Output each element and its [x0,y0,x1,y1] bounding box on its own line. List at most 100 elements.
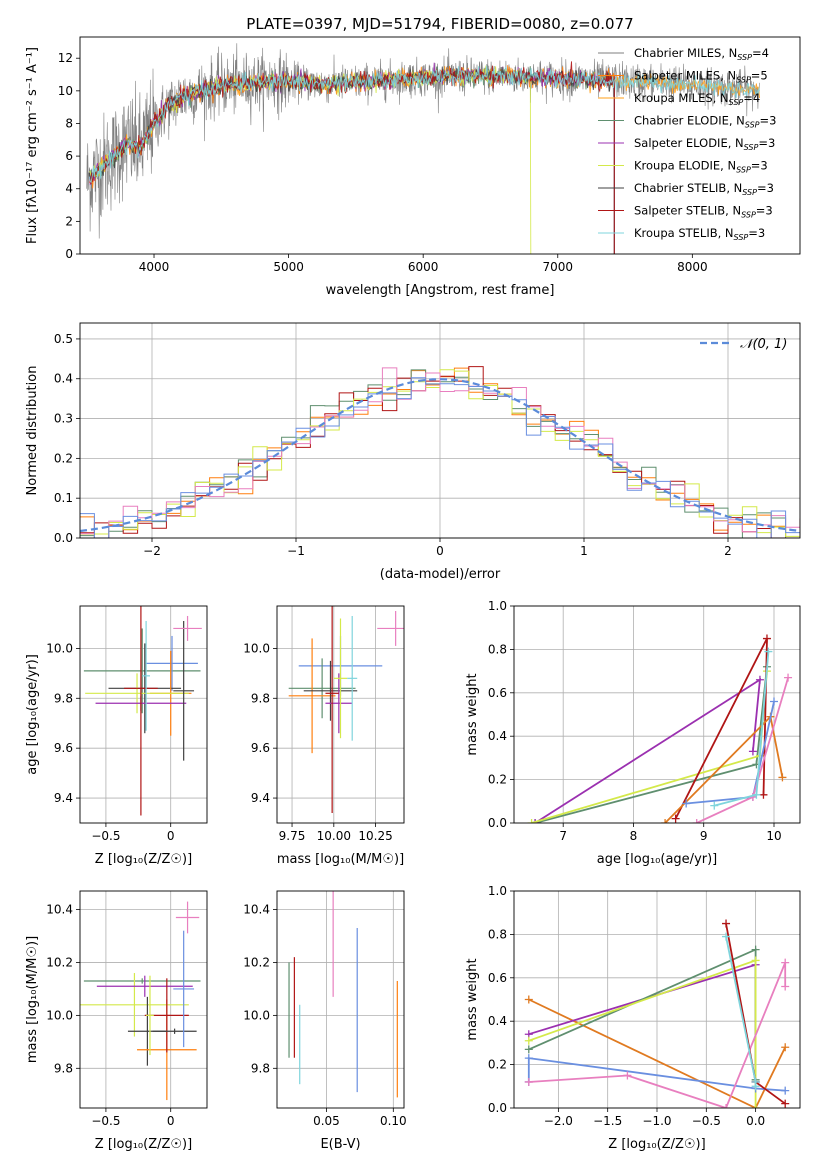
axes-frame [79,322,801,539]
histogram-steps [80,366,800,538]
weight-line [528,962,787,1108]
y-tick-label: 0.8 [488,642,507,656]
y-tick-label: 9.6 [251,741,270,755]
errorbar [80,973,189,1037]
weight-marker [524,1045,533,1054]
weight-line [534,678,761,823]
errorbar [96,975,193,997]
errorbar [173,615,202,641]
errorbar [288,658,356,719]
y-tick-label: 0.0 [54,531,73,545]
errorbars [80,901,201,1101]
x-axis-label: Z [log₁₀(Z/Z☉)] [95,852,192,867]
errorbar [142,620,150,731]
x-tick-label: 7 [559,829,567,843]
x-tick-label: 0.0 [746,1114,765,1128]
y-tick-label: 0.6 [488,686,507,700]
x-tick-label: 9.75 [279,829,306,843]
y-tick-label: 0.6 [488,971,507,985]
y-tick-label: 4 [65,182,73,196]
spectrum-series [86,43,761,254]
errorbar [173,620,195,761]
weight-marker [781,1043,790,1052]
y-axis-label: age [log₁₀(age/yr)] [25,654,40,775]
x-tick-label: 10 [766,829,781,843]
x-tick-label: 9 [700,829,708,843]
y-tick-label: 8 [65,116,73,130]
errorbar [175,901,200,934]
y-tick-label: 0.2 [488,773,507,787]
axes-frame [513,605,801,824]
errorbar [146,635,198,691]
weight-line [527,1057,786,1092]
y-axis-label: Flux [fλ10⁻¹⁷ erg cm⁻² s⁻¹ A⁻¹] [25,47,40,244]
y-tick-label: 10.0 [243,641,270,655]
y-tick-label: 0 [65,247,73,261]
y-axis-label: mass weight [465,673,480,755]
histogram-steps [80,367,800,538]
errorbars [288,606,404,814]
y-tick-label: 0.3 [54,412,73,426]
errorbars [83,606,202,816]
y-tick-label: 0.4 [488,729,507,743]
weight-series [524,919,790,1108]
legend-entry: Chabrier STELIB, NSSP=3 [634,181,774,197]
y-tick-label: 9.6 [54,741,73,755]
x-tick-label: 2 [724,544,732,558]
y-tick-label: 10 [58,84,73,98]
weight-marker [524,1054,533,1063]
spectrum-fit-line [88,65,761,184]
axes-frame [79,890,208,1109]
weight-marker [748,747,757,756]
legend-entry: Kroupa ELODIE, NSSP=3 [634,159,768,175]
errorbars [288,891,398,1098]
y-tick-label: 9.8 [54,691,73,705]
weight-marker [682,799,691,808]
weight-series [527,634,793,823]
weight-marker [531,819,540,823]
x-tick-label: 8 [630,829,638,843]
weight-marker [722,932,731,941]
x-tick-label: −0.5 [692,1114,721,1128]
x-tick-label: 0 [436,544,444,558]
residuals-panel: −2 −1 0 1 2 0.0 0.1 0.2 0.3 0.4 0.5 (data-model)/er… [25,322,801,582]
legend-entry: Chabrier MILES, NSSP=4 [634,46,769,62]
y-tick-label: 0.2 [54,451,73,465]
y-axis-label: mass [log₁₀(M/M☉)] [25,936,40,1063]
y-tick-label: 9.8 [251,691,270,705]
y-tick-label: 1.0 [488,884,507,898]
y-tick-label: 10.0 [46,1008,73,1022]
weight-marker [784,673,793,682]
y-axis-label: Normed distribution [25,366,40,496]
x-axis-label: Z [log₁₀(Z/Z☉)] [608,1137,705,1152]
weight-marker [671,814,680,823]
weight-marker [781,982,790,991]
errorbar [303,660,358,721]
legend-entry: Kroupa MILES, NSSP=4 [634,91,760,107]
x-tick-label: −2.0 [544,1114,573,1128]
legend-entry: Salpeter MILES, NSSP=5 [634,69,768,85]
errorbar [85,673,189,714]
x-tick-label: 0.05 [313,1114,340,1128]
mass-weight-vs-age-panel: 7 8 9 10 0.0 0.2 0.4 0.6 0.8 1.0 age [log₁₀(age/yr… [465,599,801,867]
x-tick-label: −1.0 [642,1114,671,1128]
weight-marker [524,1077,533,1086]
weight-marker [751,1082,760,1091]
errorbar [347,615,358,741]
y-tick-label: 0.4 [54,372,73,386]
mass-weight-vs-Z-panel: −2.0 −1.5 −1.0 −0.5 0.0 0.0 0.2 0.4 0.6 0.8 1.0 Z [… [465,884,801,1152]
x-tick-label: −1.5 [593,1114,622,1128]
errorbar [288,638,336,754]
legend-entry: Kroupa STELIB, NSSP=3 [634,226,765,242]
x-tick-label: 0 [167,829,175,843]
errorbar [325,673,353,734]
residual-histograms [80,366,800,538]
weight-marker [661,819,670,823]
figure-title: PLATE=0397, MJD=51794, FIBERID=0080, z=0… [246,15,633,33]
weight-marker [722,1104,731,1108]
x-tick-label: 6000 [408,260,439,274]
weight-line [725,936,757,1087]
y-tick-label: 0.8 [488,927,507,941]
axes-frame [276,890,405,1109]
